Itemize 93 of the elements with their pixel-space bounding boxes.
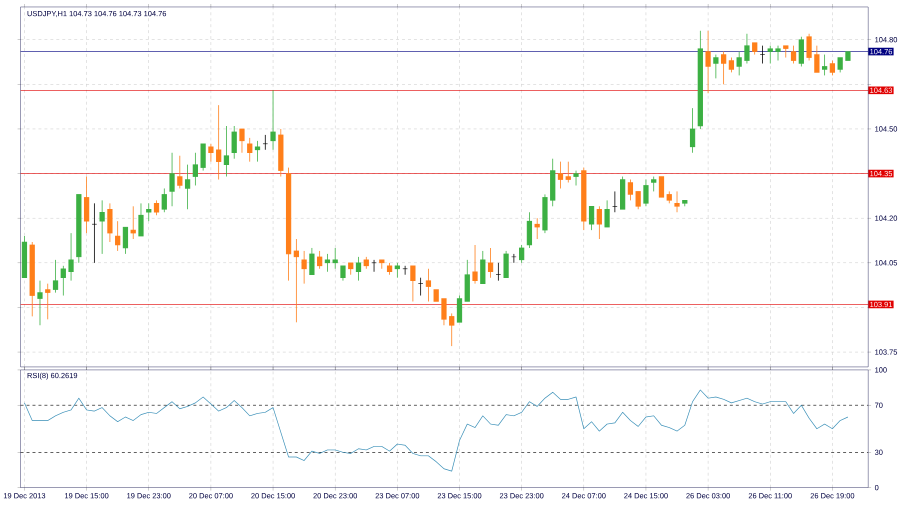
candlestick	[169, 152, 175, 207]
candlestick	[838, 57, 843, 74]
candlestick	[480, 250, 486, 284]
candlestick	[122, 226, 128, 255]
candlestick	[138, 203, 144, 237]
candlestick	[472, 244, 478, 284]
candlestick	[434, 289, 439, 302]
candlestick	[356, 256, 362, 282]
candlestick	[262, 134, 268, 150]
candlestick	[713, 54, 718, 80]
candlestick	[449, 313, 454, 347]
candlestick	[534, 218, 540, 240]
candlestick	[52, 260, 58, 294]
candlestick	[340, 266, 346, 282]
candlestick	[60, 266, 66, 296]
candlestick	[84, 176, 90, 234]
candlestick	[37, 280, 43, 326]
candlestick	[806, 34, 812, 62]
candlestick	[224, 126, 230, 178]
candlestick	[177, 156, 182, 190]
candlestick	[192, 152, 198, 186]
candlestick	[270, 90, 276, 150]
candlestick	[146, 203, 152, 222]
candlestick	[115, 221, 120, 252]
candlestick	[519, 244, 524, 264]
candlestick	[690, 108, 696, 154]
candlestick	[100, 200, 105, 255]
candlestick	[566, 162, 571, 184]
candlestick	[503, 250, 509, 278]
candlestick	[736, 51, 742, 76]
candlestick	[441, 298, 447, 326]
candlestick	[558, 162, 564, 190]
candlestick	[317, 250, 322, 270]
candlestick	[456, 295, 462, 323]
candlestick	[208, 144, 214, 162]
candlestick	[511, 254, 517, 264]
candlestick	[239, 128, 245, 154]
candlestick	[790, 45, 796, 64]
candlestick	[488, 248, 494, 278]
candlestick	[822, 54, 828, 76]
candlestick	[107, 203, 113, 243]
candlestick	[744, 34, 750, 64]
candlestick	[371, 260, 377, 272]
candlestick	[200, 144, 206, 172]
candlestick	[348, 262, 354, 276]
candlestick	[752, 42, 758, 56]
candlestick	[184, 164, 190, 210]
candlestick	[418, 278, 424, 296]
candlestick	[728, 57, 734, 74]
candlestick	[216, 104, 222, 180]
candlestick	[68, 232, 74, 282]
candlestick	[364, 256, 369, 270]
candlestick	[830, 60, 836, 76]
candlestick	[294, 238, 299, 323]
candlestick	[760, 45, 766, 64]
candlestick	[247, 138, 252, 162]
candlestick	[588, 206, 594, 231]
candlestick	[426, 268, 432, 302]
candlestick	[775, 45, 781, 62]
candlestick	[573, 170, 579, 186]
candlestick	[768, 45, 773, 64]
candlestick	[636, 191, 641, 210]
candlestick	[596, 206, 602, 240]
candlestick	[643, 179, 649, 207]
candlestick	[814, 45, 820, 74]
candlestick	[798, 36, 804, 68]
candlestick	[674, 191, 680, 213]
candlestick	[309, 248, 315, 276]
candlestick	[651, 176, 656, 192]
candlestick	[666, 191, 672, 204]
candlestick	[628, 179, 634, 201]
candlestick	[386, 262, 392, 276]
candlestick	[612, 191, 618, 213]
candlestick	[410, 266, 416, 302]
candlestick	[154, 200, 160, 216]
candlestick	[496, 262, 501, 282]
candlestick	[705, 30, 711, 94]
candlestick	[162, 188, 167, 213]
candlestick	[324, 254, 330, 272]
candlestick	[402, 266, 408, 276]
candlestick	[232, 126, 237, 160]
candlestick	[394, 262, 400, 278]
candlestick	[604, 200, 610, 228]
candlestick	[783, 45, 788, 58]
candlestick	[254, 140, 260, 162]
candlestick	[721, 51, 726, 85]
candlestick	[301, 250, 307, 284]
candlestick	[332, 248, 338, 270]
candlestick	[658, 176, 664, 198]
candlestick	[92, 203, 97, 264]
candlestick	[526, 212, 532, 249]
candlestick	[130, 206, 136, 240]
candlestick	[45, 283, 50, 320]
